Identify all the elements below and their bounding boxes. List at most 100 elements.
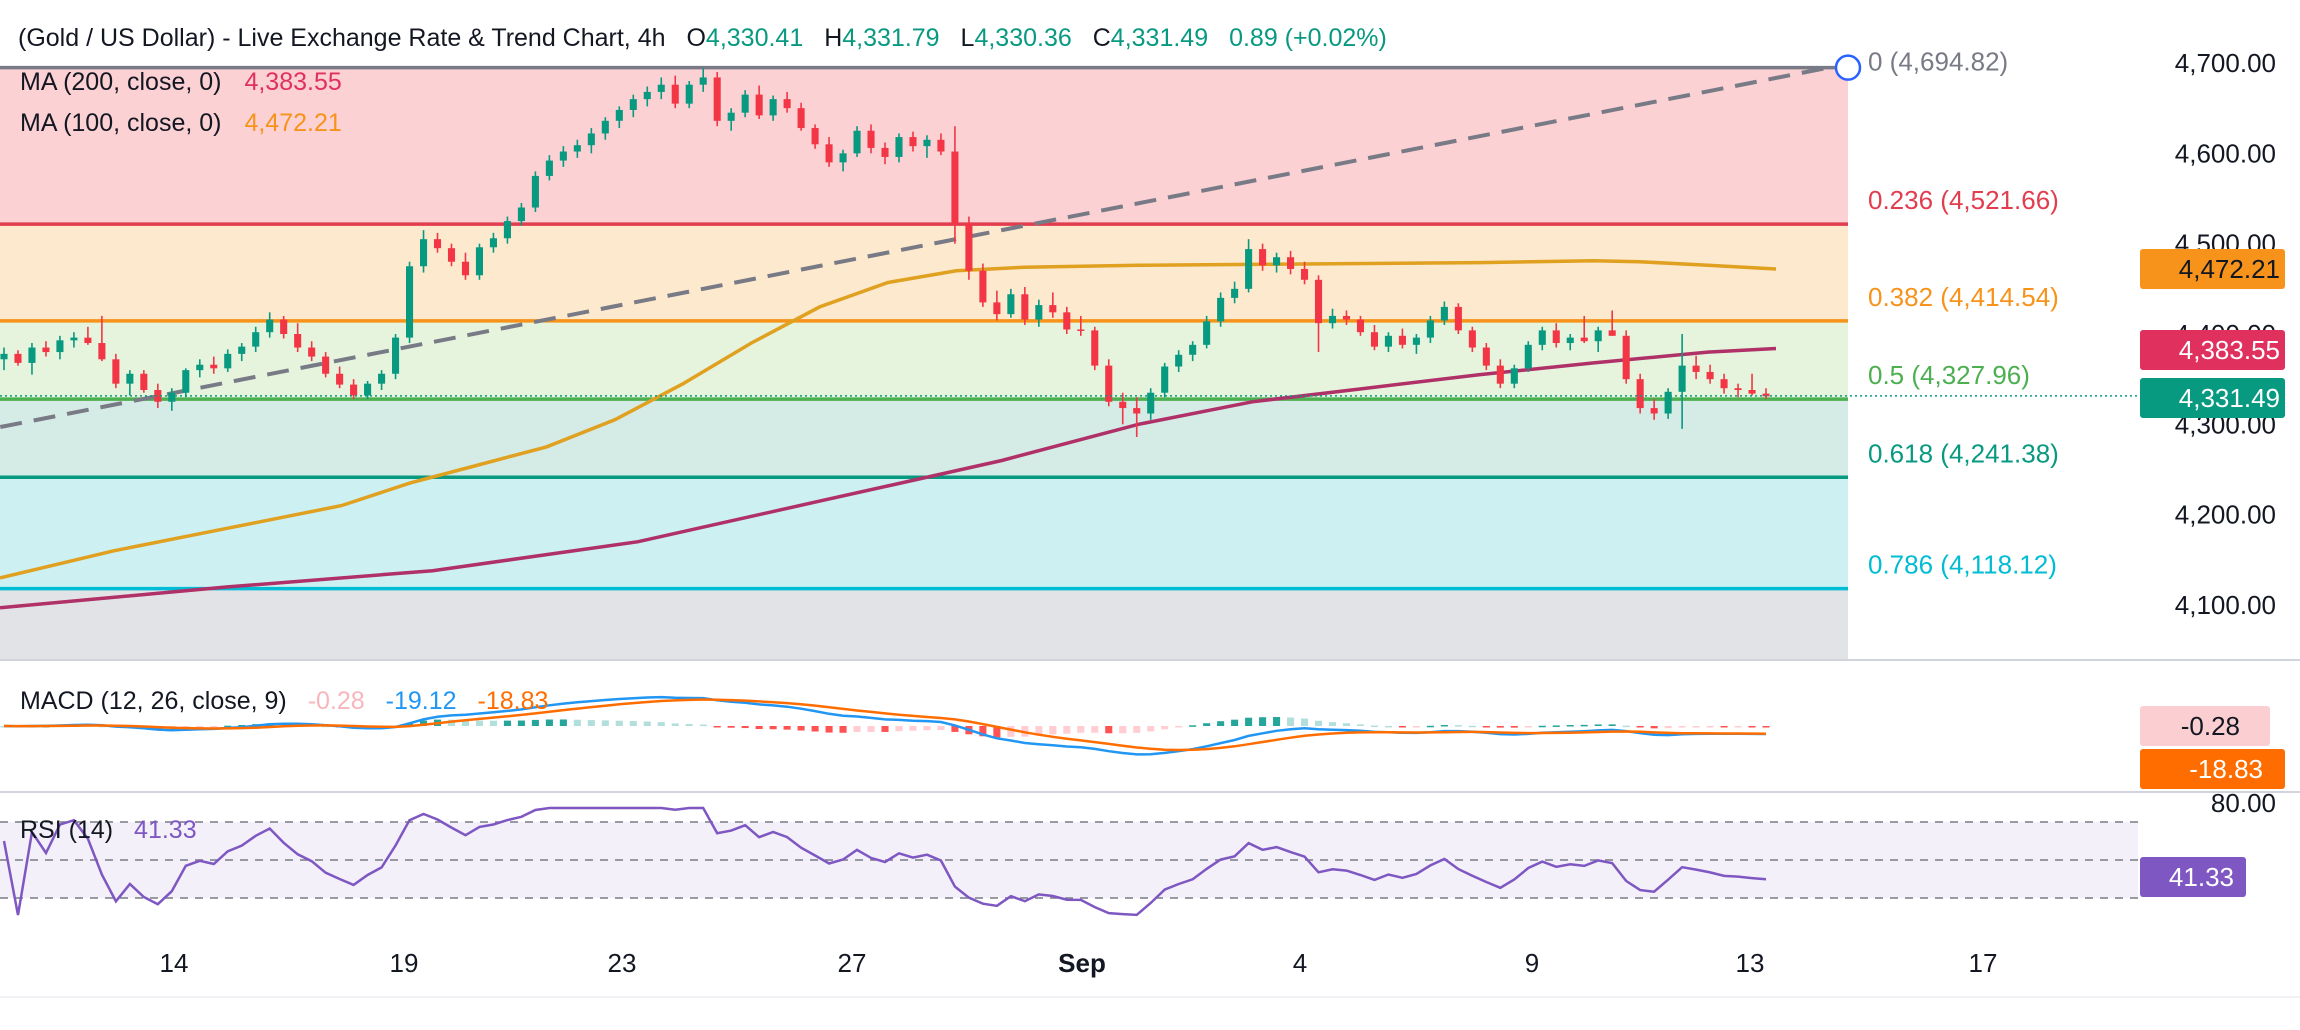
candle (1147, 388, 1155, 420)
ma100-line (0, 259, 1777, 580)
candle (1482, 343, 1490, 371)
candle-body (419, 239, 428, 267)
macd-histogram-bar (1524, 726, 1532, 728)
candle (1496, 359, 1504, 389)
candle-body (56, 340, 64, 353)
candle-body (573, 145, 581, 152)
fib-label: 0.236 (4,521.66) (1868, 185, 2059, 215)
macd-histogram-bar (1287, 717, 1295, 726)
trend-line-handle[interactable] (1834, 54, 1862, 81)
candlestick-series[interactable] (0, 68, 1770, 437)
time-axis-tick: 19 (390, 948, 419, 978)
candle (993, 290, 1001, 321)
time-axis[interactable]: 14 19 23 27 Sep 4 9 13 17 (160, 948, 1998, 978)
rsi-legend[interactable]: RSI (14) 41.33 (20, 816, 197, 844)
macd-histogram-bar (1189, 725, 1197, 727)
candle-body (168, 392, 176, 402)
candle (1720, 373, 1728, 394)
fib-label: 0.786 (4,118.12) (1868, 550, 2057, 580)
candle (1664, 388, 1672, 419)
candle-body (1384, 335, 1392, 347)
candle (839, 149, 847, 172)
ma100-badge-text: 4,472.21 (2179, 254, 2280, 284)
candle (895, 133, 903, 163)
candle-body (1077, 329, 1085, 331)
candle (364, 380, 372, 400)
price-axis[interactable]: 4,700.004,600.004,500.004,400.004,300.00… (2175, 48, 2276, 620)
macd-histogram-bar (1231, 719, 1239, 726)
candle-body (1287, 257, 1295, 269)
candle (266, 312, 274, 338)
candle (1245, 239, 1253, 293)
candle-body (1454, 306, 1462, 331)
macd-histogram-bar (419, 720, 428, 726)
candle (951, 126, 959, 244)
candle (406, 261, 414, 344)
candle-body (1217, 297, 1225, 322)
fib-zone (0, 399, 1848, 478)
candle-body (531, 175, 539, 208)
price-axis-tick: 4,700.00 (2175, 48, 2276, 78)
macd-signal-badge: -18.83 (2140, 749, 2285, 789)
macd-legend[interactable]: MACD (12, 26, close, 9) -0.28 -19.12 -18… (20, 687, 548, 715)
macd-hist-badge: -0.28 (2140, 706, 2270, 746)
candle-body (545, 160, 553, 176)
candle (783, 91, 791, 113)
macd-histogram-bar (1328, 722, 1337, 726)
macd-histogram-bar (713, 726, 721, 728)
macd-histogram-bar (182, 726, 190, 728)
candle (1175, 350, 1183, 372)
macd-histogram-bar (755, 726, 763, 730)
macd-histogram (0, 716, 1770, 738)
macd-histogram-bar (1706, 726, 1714, 728)
candle (671, 75, 679, 109)
candle-body (797, 108, 805, 129)
candle-body (727, 112, 735, 121)
candle (1538, 326, 1546, 351)
candle (1370, 324, 1378, 351)
low-label: L (961, 24, 975, 52)
price-axis-tick: 4,100.00 (2175, 590, 2276, 620)
candle-body (755, 94, 763, 116)
change-value: 0.89 (+0.02%) (1229, 24, 1387, 52)
macd-histogram-bar (1203, 723, 1211, 726)
candle-body (643, 91, 651, 100)
candle-body (1566, 337, 1574, 344)
candle-body (70, 337, 78, 341)
candle-body (210, 364, 218, 369)
candle-body (308, 347, 316, 357)
candle-body (1175, 354, 1183, 367)
macd-histogram-bar (1440, 724, 1448, 727)
candle (1021, 287, 1029, 325)
candle (1328, 308, 1337, 329)
candle-body (433, 239, 442, 249)
candle (1748, 373, 1756, 396)
macd-histogram-bar (1412, 726, 1420, 728)
candle (392, 334, 400, 380)
macd-histogram-bar (741, 726, 749, 729)
candle (1049, 292, 1057, 318)
open-label: O (686, 24, 705, 52)
macd-histogram-bar (993, 726, 1001, 738)
rsi-axis-tick: 80.00 (2211, 788, 2276, 818)
candle-body (1748, 390, 1756, 394)
macd-signal-line (3, 698, 1767, 752)
candle-body (1538, 330, 1546, 345)
macd-histogram-bar (517, 720, 525, 726)
candle-body (713, 77, 721, 121)
candle-body (587, 133, 595, 146)
macd-histogram-bar (643, 721, 651, 726)
candle (1119, 392, 1127, 425)
ma200-legend[interactable]: MA (200, close, 0) 4,383.55 (20, 68, 342, 96)
trend-line[interactable] (0, 65, 1829, 430)
macd-histogram-bar (1678, 726, 1686, 728)
macd-histogram-bar (1273, 716, 1281, 726)
candle-body (1273, 257, 1281, 266)
candle (280, 315, 288, 339)
ma100-legend[interactable]: MA (100, close, 0) 4,472.21 (20, 109, 342, 137)
candle (797, 102, 805, 131)
candle-body (1314, 279, 1323, 324)
macd-histogram-bar (1300, 718, 1309, 726)
macd-histogram-bar (1552, 725, 1560, 727)
